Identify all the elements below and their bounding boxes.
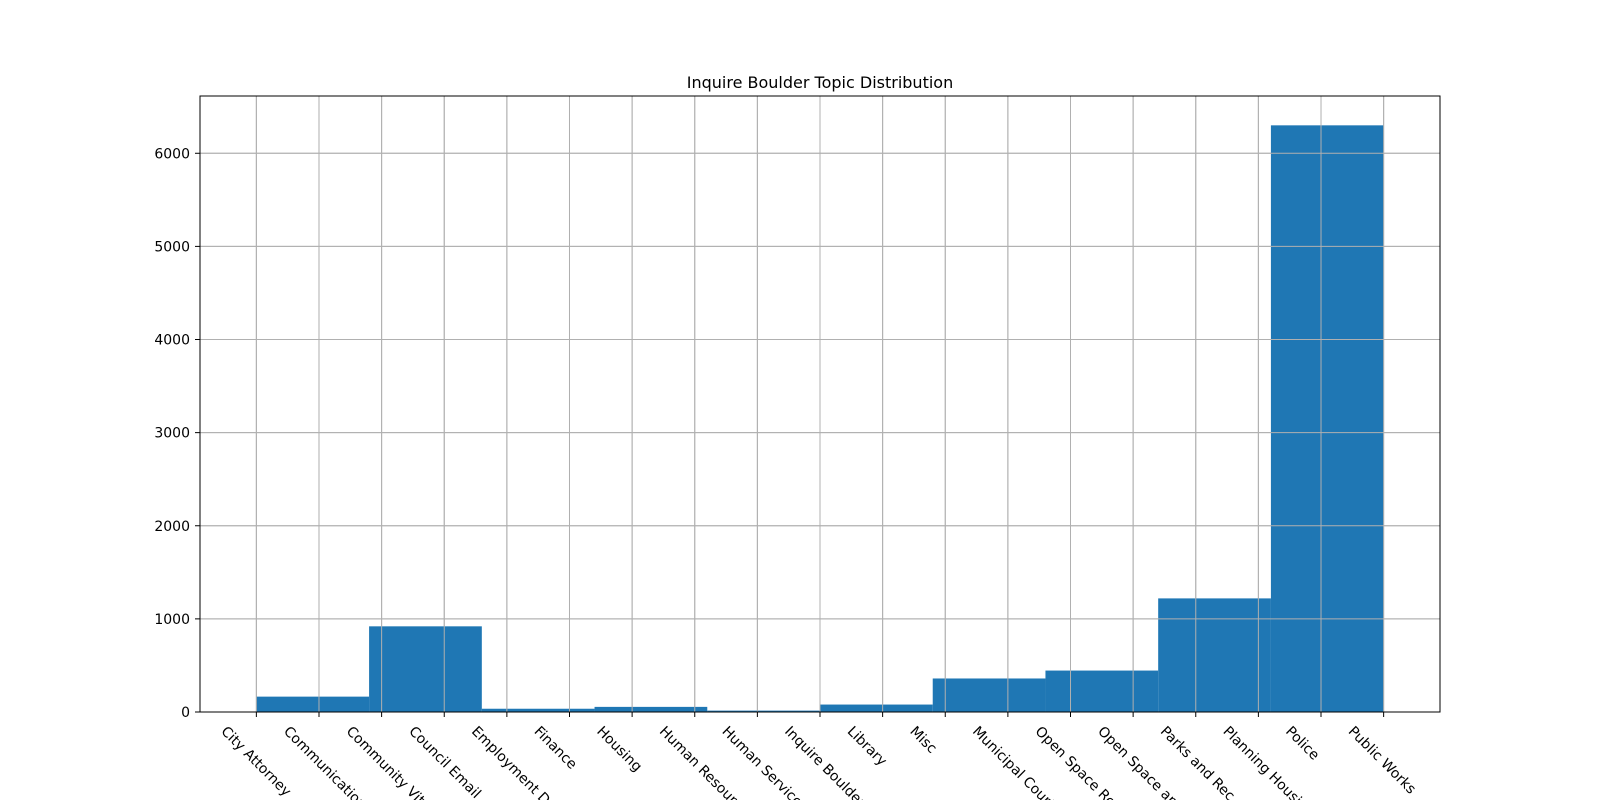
grid-overlay [200, 96, 1440, 713]
y-axis: 0 1000 2000 3000 4000 5000 6000 [154, 146, 200, 721]
y-tick-label: 0 [181, 705, 190, 721]
histogram-bar [369, 626, 482, 712]
y-tick-label: 5000 [154, 239, 190, 255]
y-tick-label: 1000 [154, 612, 190, 628]
y-tick-label: 4000 [154, 333, 190, 349]
histogram-bar [1158, 598, 1271, 712]
chart-title: Inquire Boulder Topic Distribution [687, 73, 953, 92]
histogram-bar [594, 706, 708, 712]
x-tick-label: Police [1282, 724, 1322, 764]
x-tick-label: Public Works [1345, 724, 1419, 798]
y-tick-label: 2000 [154, 519, 190, 535]
histogram-bar [1045, 670, 1159, 712]
y-tick-label: 3000 [154, 426, 190, 442]
histogram-bar [256, 696, 370, 712]
x-tick-label: Housing [593, 724, 645, 776]
x-tick-label: Library [844, 724, 890, 770]
x-tick-label: Finance [531, 724, 580, 773]
y-tick-label: 6000 [154, 146, 190, 162]
histogram-bar [481, 708, 595, 712]
histogram-bar [707, 710, 820, 712]
histogram-bar [820, 704, 933, 712]
histogram-bar [1270, 125, 1384, 713]
histogram-bar [932, 678, 1046, 712]
x-tick-label: Misc [906, 724, 939, 757]
bars-layer [200, 96, 1440, 713]
